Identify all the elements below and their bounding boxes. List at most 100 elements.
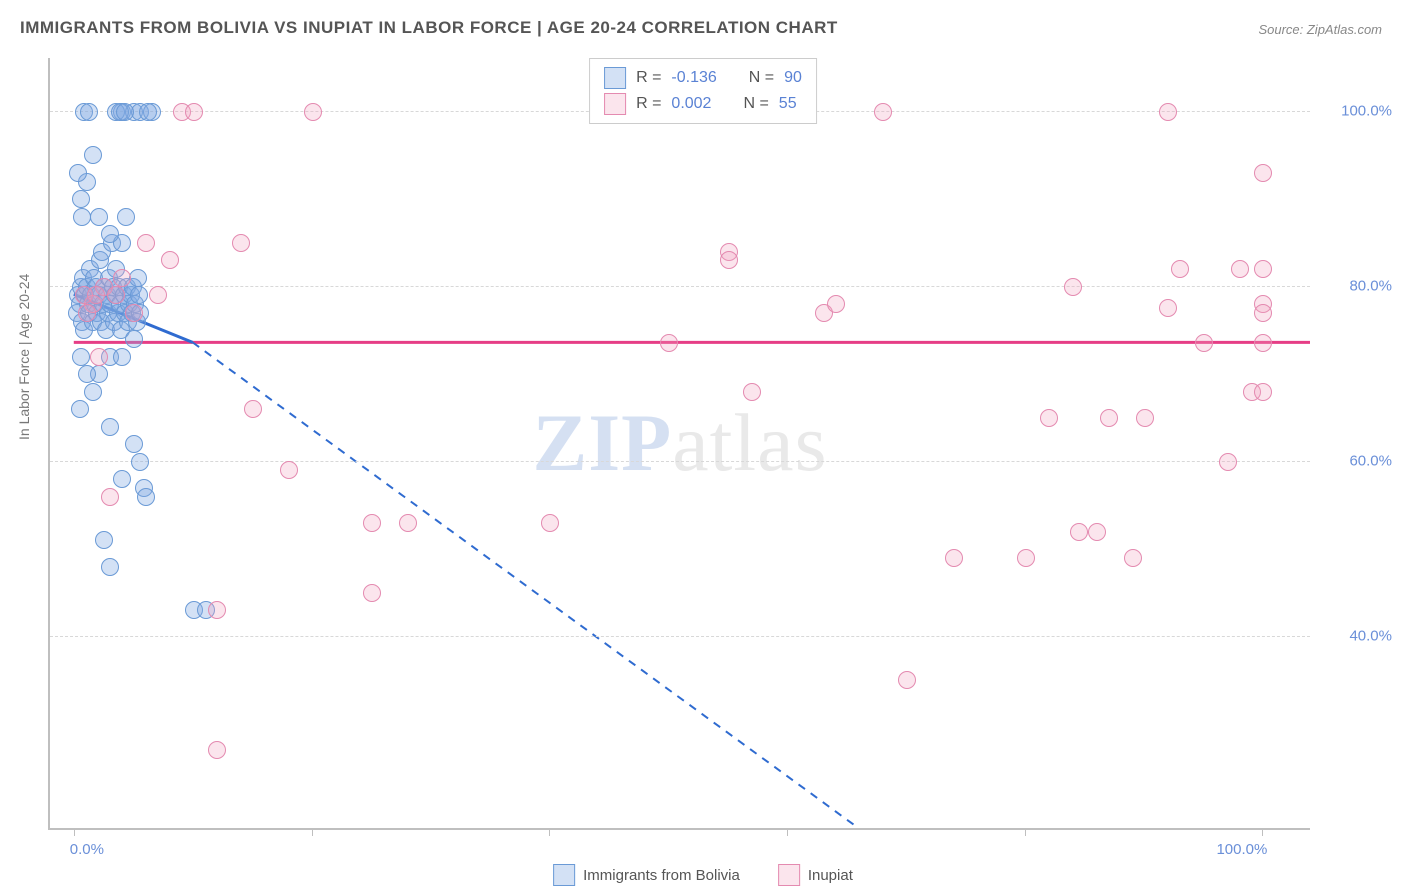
scatter-point <box>1254 164 1272 182</box>
legend-swatch <box>778 864 800 886</box>
scatter-point <box>111 103 129 121</box>
scatter-point <box>101 418 119 436</box>
scatter-point <box>244 400 262 418</box>
scatter-point <box>91 251 109 269</box>
scatter-point <box>1254 295 1272 313</box>
scatter-point <box>139 103 157 121</box>
scatter-point <box>874 103 892 121</box>
scatter-point <box>197 601 215 619</box>
x-tick-label-min: 0.0% <box>70 841 104 858</box>
scatter-point <box>84 146 102 164</box>
watermark-zip: ZIP <box>533 397 673 488</box>
scatter-point <box>94 295 112 313</box>
scatter-point <box>101 295 119 313</box>
r-value: 0.002 <box>671 95 711 113</box>
scatter-point <box>69 286 87 304</box>
scatter-point <box>95 278 113 296</box>
scatter-point <box>123 304 141 322</box>
scatter-point <box>173 103 191 121</box>
scatter-point <box>88 304 106 322</box>
scatter-point <box>113 234 131 252</box>
scatter-point <box>743 383 761 401</box>
scatter-point <box>87 278 105 296</box>
gridline-h <box>50 286 1310 287</box>
scatter-point <box>1231 260 1249 278</box>
scatter-point <box>827 295 845 313</box>
scatter-point <box>119 313 137 331</box>
scatter-point <box>107 286 125 304</box>
x-tick-label-max: 100.0% <box>1216 841 1267 858</box>
watermark-atlas: atlas <box>672 397 827 488</box>
scatter-point <box>541 514 559 532</box>
scatter-point <box>80 304 98 322</box>
scatter-point <box>137 234 155 252</box>
scatter-point <box>161 251 179 269</box>
scatter-point <box>280 461 298 479</box>
scatter-point <box>125 435 143 453</box>
scatter-point <box>93 243 111 261</box>
trend-lines-layer <box>50 58 1310 828</box>
scatter-point <box>112 321 130 339</box>
x-tick <box>1025 828 1026 836</box>
scatter-point <box>137 488 155 506</box>
scatter-point <box>111 295 129 313</box>
scatter-point <box>660 334 678 352</box>
scatter-point <box>104 278 122 296</box>
scatter-point <box>185 601 203 619</box>
scatter-point <box>143 103 161 121</box>
scatter-point <box>71 295 89 313</box>
legend-label: Inupiat <box>808 867 853 884</box>
scatter-point <box>101 348 119 366</box>
scatter-point <box>1254 383 1272 401</box>
scatter-point <box>131 453 149 471</box>
scatter-point <box>131 103 149 121</box>
scatter-point <box>78 173 96 191</box>
scatter-point <box>99 304 117 322</box>
legend-swatch <box>604 93 626 115</box>
scatter-point <box>90 208 108 226</box>
scatter-point <box>1017 549 1035 567</box>
scatter-point <box>1064 278 1082 296</box>
scatter-point <box>68 304 86 322</box>
scatter-point <box>898 671 916 689</box>
scatter-point <box>90 365 108 383</box>
scatter-point <box>185 103 203 121</box>
scatter-point <box>78 304 96 322</box>
scatter-point <box>87 286 105 304</box>
scatter-point <box>1124 549 1142 567</box>
gridline-h <box>50 636 1310 637</box>
scatter-point <box>113 103 131 121</box>
scatter-point <box>113 348 131 366</box>
y-tick-label: 100.0% <box>1322 102 1392 119</box>
scatter-point <box>107 260 125 278</box>
x-tick <box>549 828 550 836</box>
scatter-point <box>124 278 142 296</box>
r-label: R = <box>636 95 661 113</box>
scatter-point <box>90 348 108 366</box>
n-label: N = <box>749 69 774 87</box>
y-tick-label: 60.0% <box>1322 452 1392 469</box>
scatter-point <box>107 103 125 121</box>
scatter-point <box>101 558 119 576</box>
n-value: 55 <box>779 95 797 113</box>
scatter-point <box>97 321 115 339</box>
scatter-point <box>85 269 103 287</box>
scatter-point <box>73 313 91 331</box>
scatter-point <box>103 234 121 252</box>
scatter-point <box>128 313 146 331</box>
legend-item: Inupiat <box>778 864 853 886</box>
stats-legend-row: R =0.002N =55 <box>604 91 802 117</box>
scatter-point <box>363 514 381 532</box>
scatter-point <box>95 278 113 296</box>
scatter-point <box>135 479 153 497</box>
scatter-point <box>1254 304 1272 322</box>
scatter-point <box>129 269 147 287</box>
scatter-point <box>69 164 87 182</box>
scatter-point <box>81 260 99 278</box>
scatter-point <box>75 321 93 339</box>
scatter-point <box>116 304 134 322</box>
x-tick <box>1262 828 1263 836</box>
scatter-point <box>71 400 89 418</box>
scatter-point <box>95 531 113 549</box>
scatter-point <box>1243 383 1261 401</box>
